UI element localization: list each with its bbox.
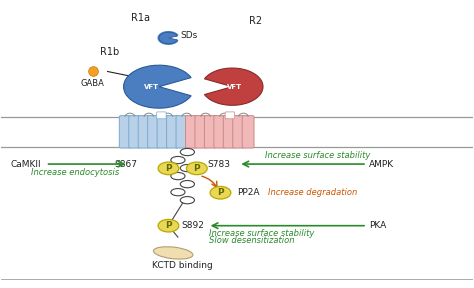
Text: P: P [165, 221, 172, 230]
Text: Increase degradation: Increase degradation [268, 188, 357, 197]
FancyBboxPatch shape [223, 115, 235, 148]
Text: P: P [165, 164, 172, 173]
Text: R1b: R1b [100, 47, 119, 57]
FancyBboxPatch shape [195, 115, 207, 148]
Circle shape [158, 219, 179, 232]
Circle shape [158, 162, 179, 175]
Text: S783: S783 [208, 160, 231, 168]
FancyBboxPatch shape [233, 115, 245, 148]
Text: CaMKII: CaMKII [10, 160, 41, 168]
Wedge shape [204, 68, 263, 105]
Text: Increase endocytosis: Increase endocytosis [31, 168, 119, 177]
Text: GABA: GABA [81, 79, 105, 88]
Text: S892: S892 [182, 221, 205, 230]
Text: SDs: SDs [180, 31, 198, 39]
Circle shape [186, 162, 207, 175]
Text: Increase surface stability: Increase surface stability [209, 229, 314, 238]
FancyBboxPatch shape [148, 115, 159, 148]
Text: R2: R2 [249, 16, 263, 26]
Text: AMPK: AMPK [369, 160, 394, 168]
Text: VFT: VFT [145, 84, 159, 90]
Text: S867: S867 [115, 160, 138, 168]
FancyBboxPatch shape [225, 112, 235, 119]
Text: PKA: PKA [369, 221, 387, 230]
Ellipse shape [154, 247, 193, 259]
FancyBboxPatch shape [176, 115, 188, 148]
Circle shape [210, 186, 231, 199]
Text: KCTD binding: KCTD binding [152, 261, 213, 270]
FancyBboxPatch shape [156, 112, 166, 119]
FancyBboxPatch shape [185, 115, 197, 148]
Text: P: P [193, 164, 200, 173]
Text: PP2A: PP2A [237, 188, 259, 197]
Wedge shape [124, 65, 191, 108]
Wedge shape [159, 32, 177, 44]
Text: P: P [217, 188, 224, 197]
Text: VFT: VFT [227, 84, 242, 90]
FancyBboxPatch shape [119, 115, 131, 148]
FancyBboxPatch shape [157, 115, 169, 148]
FancyBboxPatch shape [129, 115, 141, 148]
Text: Increase surface stability: Increase surface stability [265, 151, 371, 160]
Text: Slow desensitization: Slow desensitization [209, 236, 294, 245]
FancyBboxPatch shape [204, 115, 216, 148]
FancyBboxPatch shape [166, 115, 178, 148]
Text: R1a: R1a [131, 13, 150, 23]
FancyBboxPatch shape [214, 115, 226, 148]
FancyBboxPatch shape [242, 115, 254, 148]
FancyBboxPatch shape [138, 115, 150, 148]
